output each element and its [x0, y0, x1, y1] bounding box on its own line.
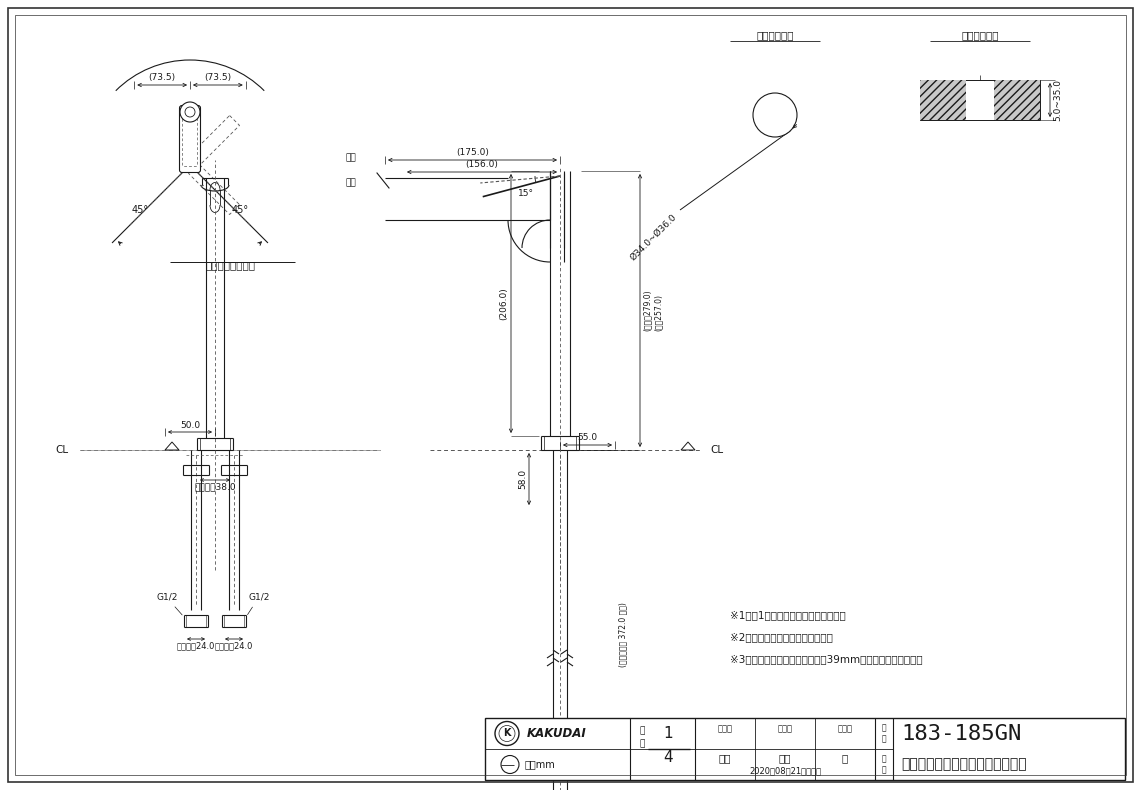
Text: ハンドル回転角度: ハンドル回転角度	[205, 260, 254, 270]
Text: G1/2: G1/2	[248, 593, 269, 615]
Text: 2020年08月21日　作成: 2020年08月21日 作成	[748, 766, 822, 775]
Circle shape	[180, 102, 200, 122]
Text: 祝: 祝	[842, 753, 848, 763]
Text: 承　認: 承 認	[837, 724, 852, 733]
Text: KAKUDAI: KAKUDAI	[527, 727, 586, 740]
Bar	[920, 80, 1039, 120]
Text: CL: CL	[710, 445, 723, 455]
Text: 天板締付範囲: 天板締付範囲	[961, 30, 998, 40]
Circle shape	[501, 755, 519, 773]
Text: (供給管より 372.0 重複): (供給管より 372.0 重複)	[618, 603, 628, 668]
Text: K: K	[503, 728, 511, 739]
Circle shape	[495, 721, 519, 746]
FancyBboxPatch shape	[179, 106, 201, 172]
Text: 山田: 山田	[779, 753, 791, 763]
Text: 天板取付穴径: 天板取付穴径	[756, 30, 794, 40]
Circle shape	[185, 107, 195, 117]
Bar	[485, 718, 1125, 780]
Circle shape	[753, 93, 798, 137]
Text: 検　図: 検 図	[777, 724, 793, 733]
Text: (73.5): (73.5)	[204, 73, 232, 82]
Text: ※3　ブレードホースは曲げ半彄39mm以上を確保すること。: ※3 ブレードホースは曲げ半彄39mm以上を確保すること。	[730, 654, 923, 664]
Text: 15°: 15°	[518, 189, 534, 198]
Text: ※1　（1）内寸法は参考寸法である。: ※1 （1）内寸法は参考寸法である。	[730, 610, 845, 620]
Text: (175.0): (175.0)	[456, 148, 489, 157]
Text: 六角対辺24.0: 六角対辺24.0	[177, 641, 216, 650]
Text: 45°: 45°	[131, 205, 148, 215]
Text: 単位mm: 単位mm	[525, 759, 556, 769]
Text: 55.0: 55.0	[577, 433, 597, 442]
Text: 品
番: 品 番	[882, 724, 887, 743]
Text: 50.0: 50.0	[180, 421, 200, 430]
Text: シングルレバー混合栓（トール）: シングルレバー混合栓（トール）	[901, 758, 1027, 772]
Text: (156.0): (156.0)	[466, 160, 499, 169]
Circle shape	[499, 725, 515, 742]
Text: Ø34.0~Ø36.0: Ø34.0~Ø36.0	[628, 212, 678, 262]
Text: 5.0~35.0: 5.0~35.0	[1053, 79, 1062, 121]
Text: 尺: 尺	[639, 726, 645, 735]
Text: 183-185GN: 183-185GN	[901, 724, 1021, 743]
Text: (206.0): (206.0)	[499, 287, 508, 320]
Text: CL: CL	[55, 445, 68, 455]
Text: 58.0: 58.0	[518, 469, 527, 489]
Text: 六角対辺24.0: 六角対辺24.0	[215, 641, 253, 650]
Text: 4: 4	[663, 750, 673, 765]
Text: 1: 1	[663, 726, 673, 741]
Text: G1/2: G1/2	[156, 593, 183, 615]
Text: 黒崎: 黒崎	[719, 753, 731, 763]
Text: 製　図: 製 図	[718, 724, 733, 733]
Bar	[920, 80, 965, 120]
Text: 六角対辺38.0: 六角対辺38.0	[194, 482, 236, 491]
Text: 度: 度	[639, 739, 645, 748]
Text: 品
名: 品 名	[882, 754, 887, 774]
Text: (73.5): (73.5)	[148, 73, 176, 82]
Text: (全長高279.0)
(止水257.0): (全長高279.0) (止水257.0)	[644, 290, 663, 331]
Text: 吐水: 吐水	[345, 153, 356, 163]
Text: 止水: 止水	[345, 179, 356, 187]
Text: ※2　止水栓を必ず設置すること。: ※2 止水栓を必ず設置すること。	[730, 632, 833, 642]
Text: A3: A3	[1115, 772, 1128, 782]
Text: 45°: 45°	[232, 205, 249, 215]
Bar	[995, 80, 1039, 120]
